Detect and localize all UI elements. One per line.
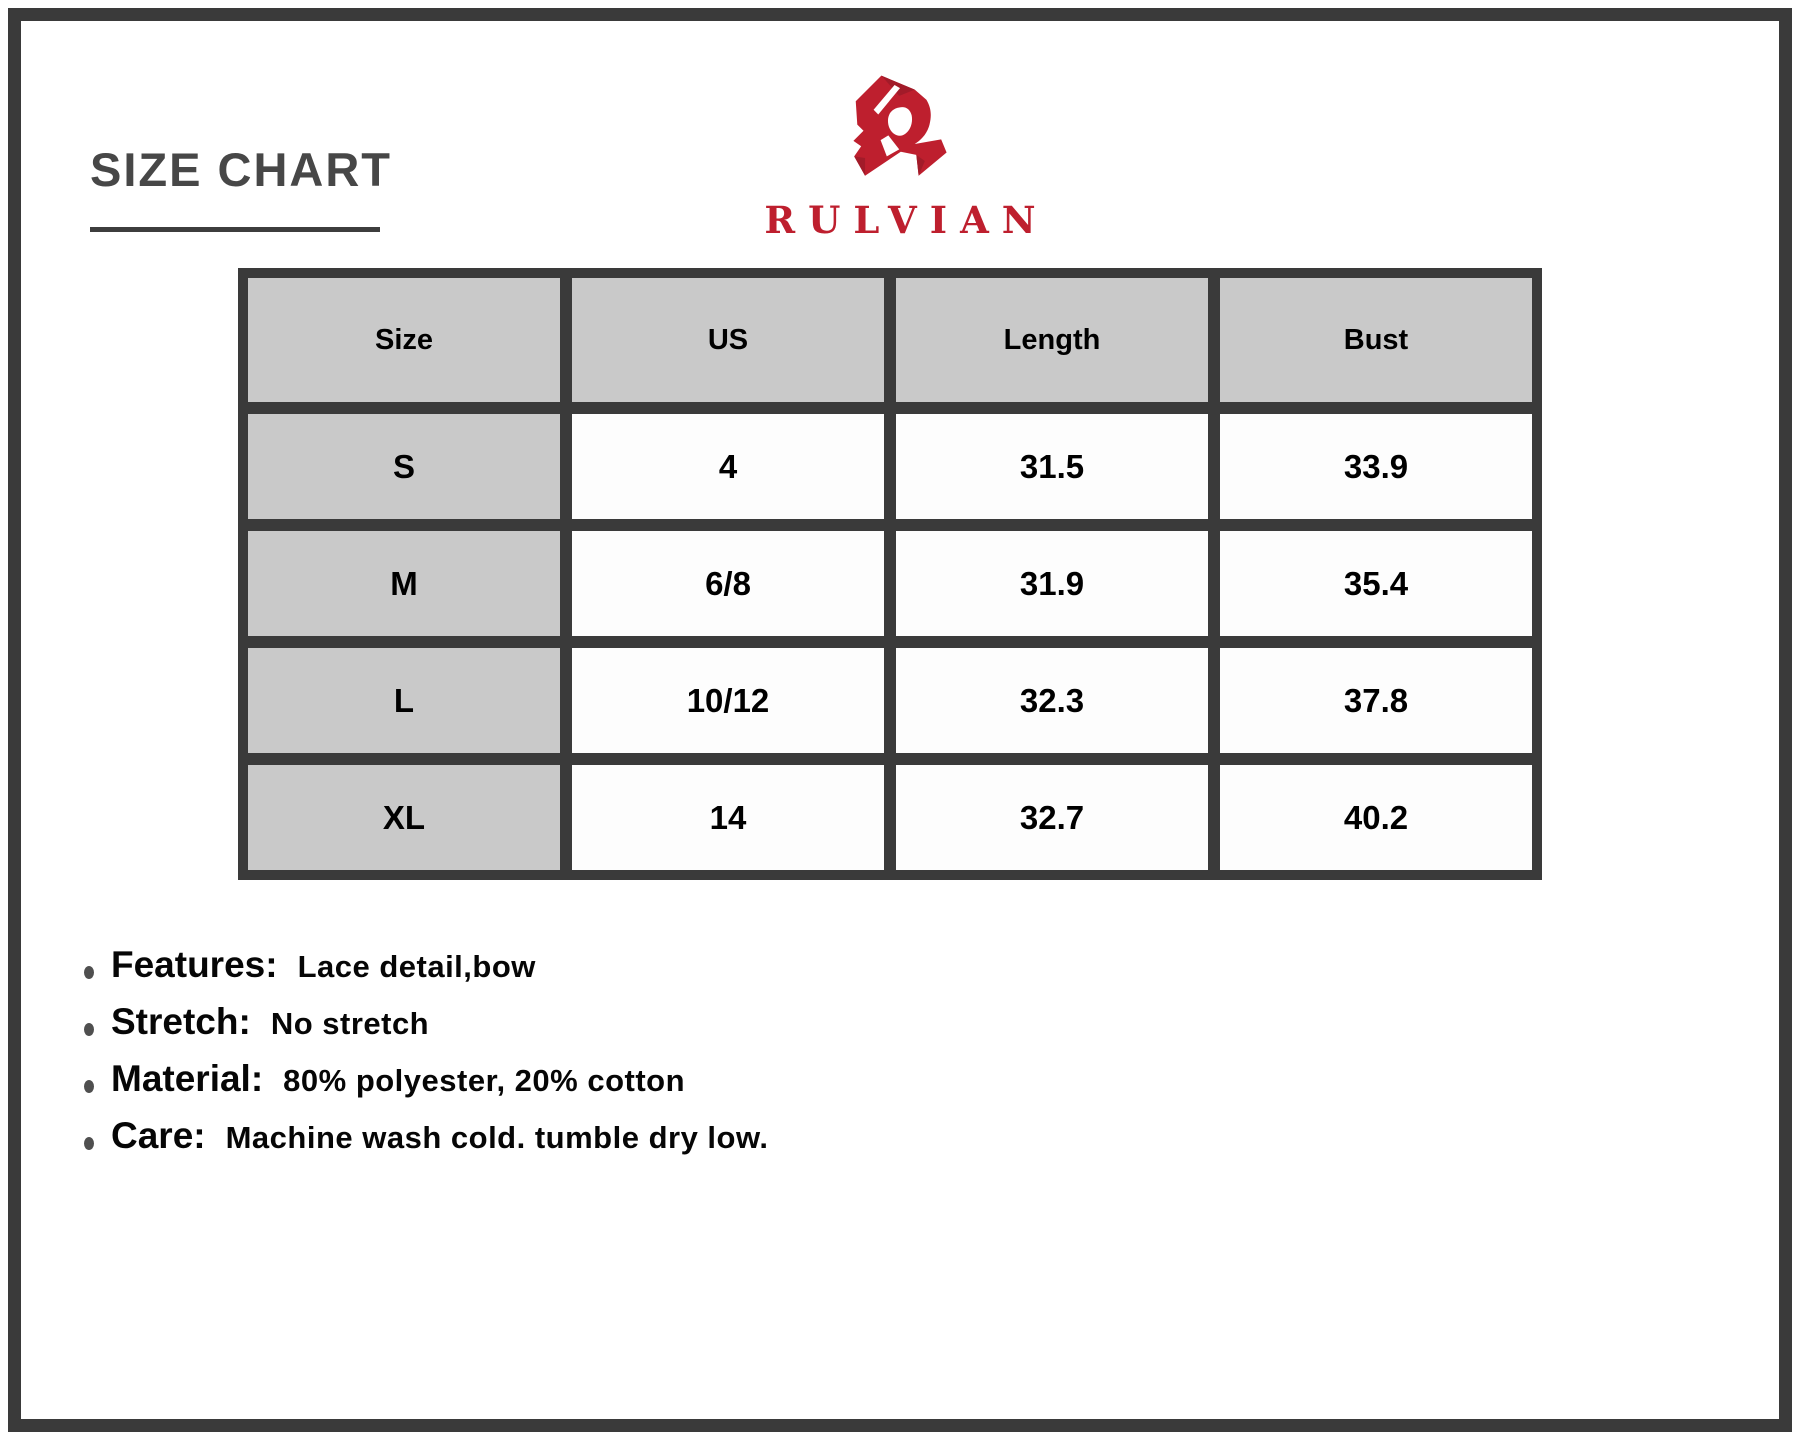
detail-item-material: Material: 80% polyester, 20% cotton [84,1058,769,1115]
size-label-cell: L [248,648,560,753]
detail-value: Lace detail,bow [297,949,536,984]
table-cell-us: 4 [572,414,884,519]
table-cell-bust: 37.8 [1220,648,1532,753]
bullet-icon [84,1023,94,1036]
detail-item-stretch: Stretch: No stretch [84,1001,769,1058]
column-header-us: US [572,278,884,402]
detail-value: No stretch [270,1006,430,1041]
table-cell-us: 10/12 [572,648,884,753]
table-cell-bust: 35.4 [1220,531,1532,636]
size-label-cell: XL [248,765,560,870]
size-label-cell: M [248,531,560,636]
detail-label: Features: [111,944,278,985]
table-cell-us: 14 [572,765,884,870]
table-cell-us: 6/8 [572,531,884,636]
page-title: SIZE CHART [90,143,392,196]
column-header-length: Length [896,278,1208,402]
detail-label: Care: [111,1115,206,1156]
bullet-icon [84,1080,94,1093]
detail-label: Stretch: [111,1001,251,1042]
detail-item-care: Care: Machine wash cold. tumble dry low. [84,1115,769,1172]
column-header-bust: Bust [1220,278,1532,402]
detail-value: Machine wash cold. tumble dry low. [225,1120,769,1155]
product-details-list: Features: Lace detail,bow Stretch: No st… [84,944,769,1172]
size-label-cell: S [248,414,560,519]
table-cell-length: 31.9 [896,531,1208,636]
table-cell-length: 31.5 [896,414,1208,519]
brand-wordmark: RULVIAN [764,198,1049,242]
bullet-icon [84,1137,94,1150]
detail-item-features: Features: Lace detail,bow [84,944,769,1001]
rulvian-r-logo-icon [853,75,947,176]
table-cell-length: 32.7 [896,765,1208,870]
column-header-size: Size [248,278,560,402]
title-underline [90,227,380,232]
detail-label: Material: [111,1058,264,1099]
size-chart-table: Size US Length Bust S 4 31.5 33.9 M 6/8 … [238,268,1542,880]
brand-logo: RULVIAN [0,60,1800,239]
table-cell-bust: 40.2 [1220,765,1532,870]
bullet-icon [84,966,94,979]
table-cell-bust: 33.9 [1220,414,1532,519]
table-cell-length: 32.3 [896,648,1208,753]
detail-value: 80% polyester, 20% cotton [283,1063,686,1098]
